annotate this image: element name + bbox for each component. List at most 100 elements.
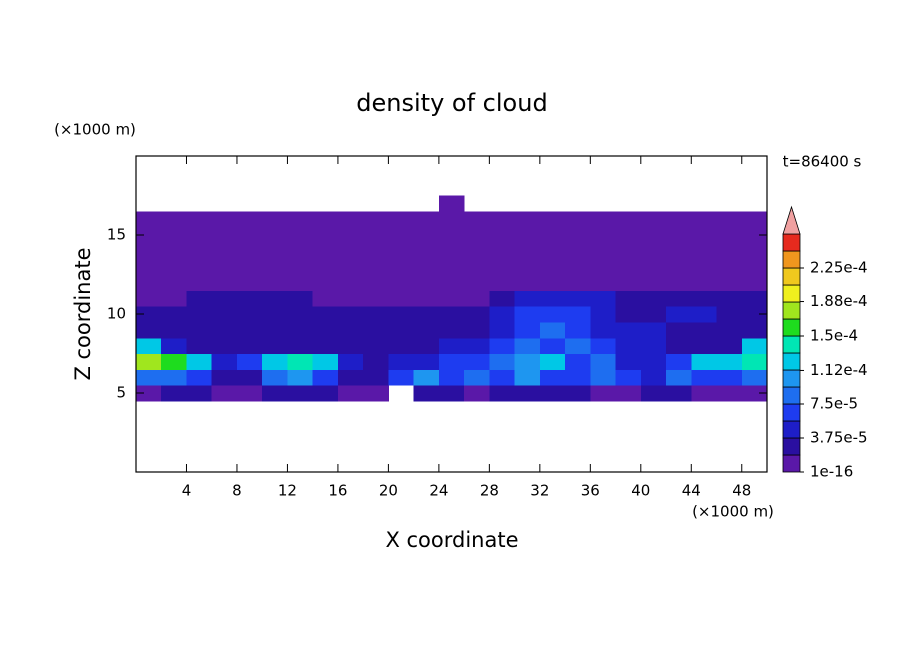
contour-cell (691, 385, 718, 402)
contour-cell (186, 290, 213, 307)
contour-cell (565, 337, 591, 355)
contour-cell (136, 242, 162, 260)
contour-cell (363, 353, 389, 370)
contour-cell (590, 353, 617, 370)
contour-cell (136, 369, 162, 386)
contour-cell (691, 211, 718, 228)
contour-cell (640, 306, 667, 323)
contour-cell (438, 353, 465, 370)
contour-cell (666, 353, 692, 370)
colorbar-band (782, 335, 801, 354)
colorbar-tick-label: 3.75e-5 (810, 429, 868, 447)
contour-cell (514, 306, 541, 323)
contour-cell (590, 290, 617, 307)
contour-cell (337, 274, 364, 291)
contour-cell (666, 306, 692, 323)
contour-cell (438, 274, 465, 291)
contour-cell (136, 306, 162, 323)
contour-cell (413, 290, 440, 307)
contour-cell (186, 353, 213, 370)
contour-cell (464, 242, 490, 260)
contour-cell (489, 353, 516, 370)
contour-cell (489, 321, 516, 339)
contour-cell (691, 321, 718, 339)
contour-cell (716, 242, 743, 260)
colorbar-over (782, 205, 801, 235)
contour-cell (615, 337, 642, 355)
contour-cell (489, 369, 516, 386)
contour-cell (337, 258, 364, 276)
contour-cell (211, 385, 238, 402)
contour-cell (337, 369, 364, 386)
contour-cell (615, 385, 642, 402)
contour-cell (741, 274, 768, 291)
contour-cell (666, 290, 692, 307)
contour-cell (161, 337, 188, 355)
contour-cell (489, 290, 516, 307)
contour-cell (565, 274, 591, 291)
contour-cell (539, 242, 566, 260)
colorbar-band (782, 386, 801, 405)
contour-cell (161, 385, 188, 402)
chart-title: density of cloud (356, 89, 547, 117)
x-tick-label: 40 (631, 482, 650, 500)
contour-cell (312, 274, 339, 291)
contour-cell (236, 337, 263, 355)
contour-cell (666, 211, 692, 228)
colorbar-band (782, 267, 801, 286)
contour-cell (590, 258, 617, 276)
contour-cell (565, 211, 591, 228)
contour-cell (186, 242, 213, 260)
contour-cell (136, 353, 162, 370)
x-tick-label: 44 (682, 482, 701, 500)
contour-cell (236, 258, 263, 276)
contour-cell (262, 369, 289, 386)
contour-cell (640, 242, 667, 260)
contour-cell (565, 242, 591, 260)
contour-cell (363, 290, 389, 307)
contour-cell (464, 227, 490, 244)
contour-cell (262, 321, 289, 339)
x-axis-label: X coordinate (385, 528, 518, 552)
contour-cell (489, 274, 516, 291)
contour-cell (691, 306, 718, 323)
contour-cell (716, 353, 743, 370)
contour-cell (161, 227, 188, 244)
contour-cell (363, 306, 389, 323)
contour-cell (489, 385, 516, 402)
contour-cell (438, 227, 465, 244)
contour-cell (666, 385, 692, 402)
contour-cell (236, 385, 263, 402)
contour-cell (539, 321, 566, 339)
contour-cell (287, 227, 314, 244)
contour-cell (413, 227, 440, 244)
contour-cell (514, 337, 541, 355)
contour-cell (413, 353, 440, 370)
contour-cell (287, 385, 314, 402)
contour-cell (666, 242, 692, 260)
contour-cell (186, 306, 213, 323)
contour-cell (565, 369, 591, 386)
contour-cell (363, 227, 389, 244)
contour-cell (413, 321, 440, 339)
contour-cell (539, 290, 566, 307)
y-unit: (×1000 m) (54, 121, 136, 139)
contour-cell (741, 242, 768, 260)
contour-cell (287, 306, 314, 323)
contour-cell (590, 274, 617, 291)
contour-cell (186, 211, 213, 228)
contour-cell (489, 211, 516, 228)
contour-cell (161, 290, 188, 307)
contour-cell (136, 337, 162, 355)
contour-cell (413, 369, 440, 386)
contour-cell (236, 353, 263, 370)
contour-cell (312, 242, 339, 260)
contour-cell (464, 258, 490, 276)
contour-cell (615, 369, 642, 386)
contour-cell (691, 337, 718, 355)
contour-cell (716, 321, 743, 339)
contour-cell (514, 290, 541, 307)
contour-cell (489, 242, 516, 260)
contour-cell (363, 321, 389, 339)
